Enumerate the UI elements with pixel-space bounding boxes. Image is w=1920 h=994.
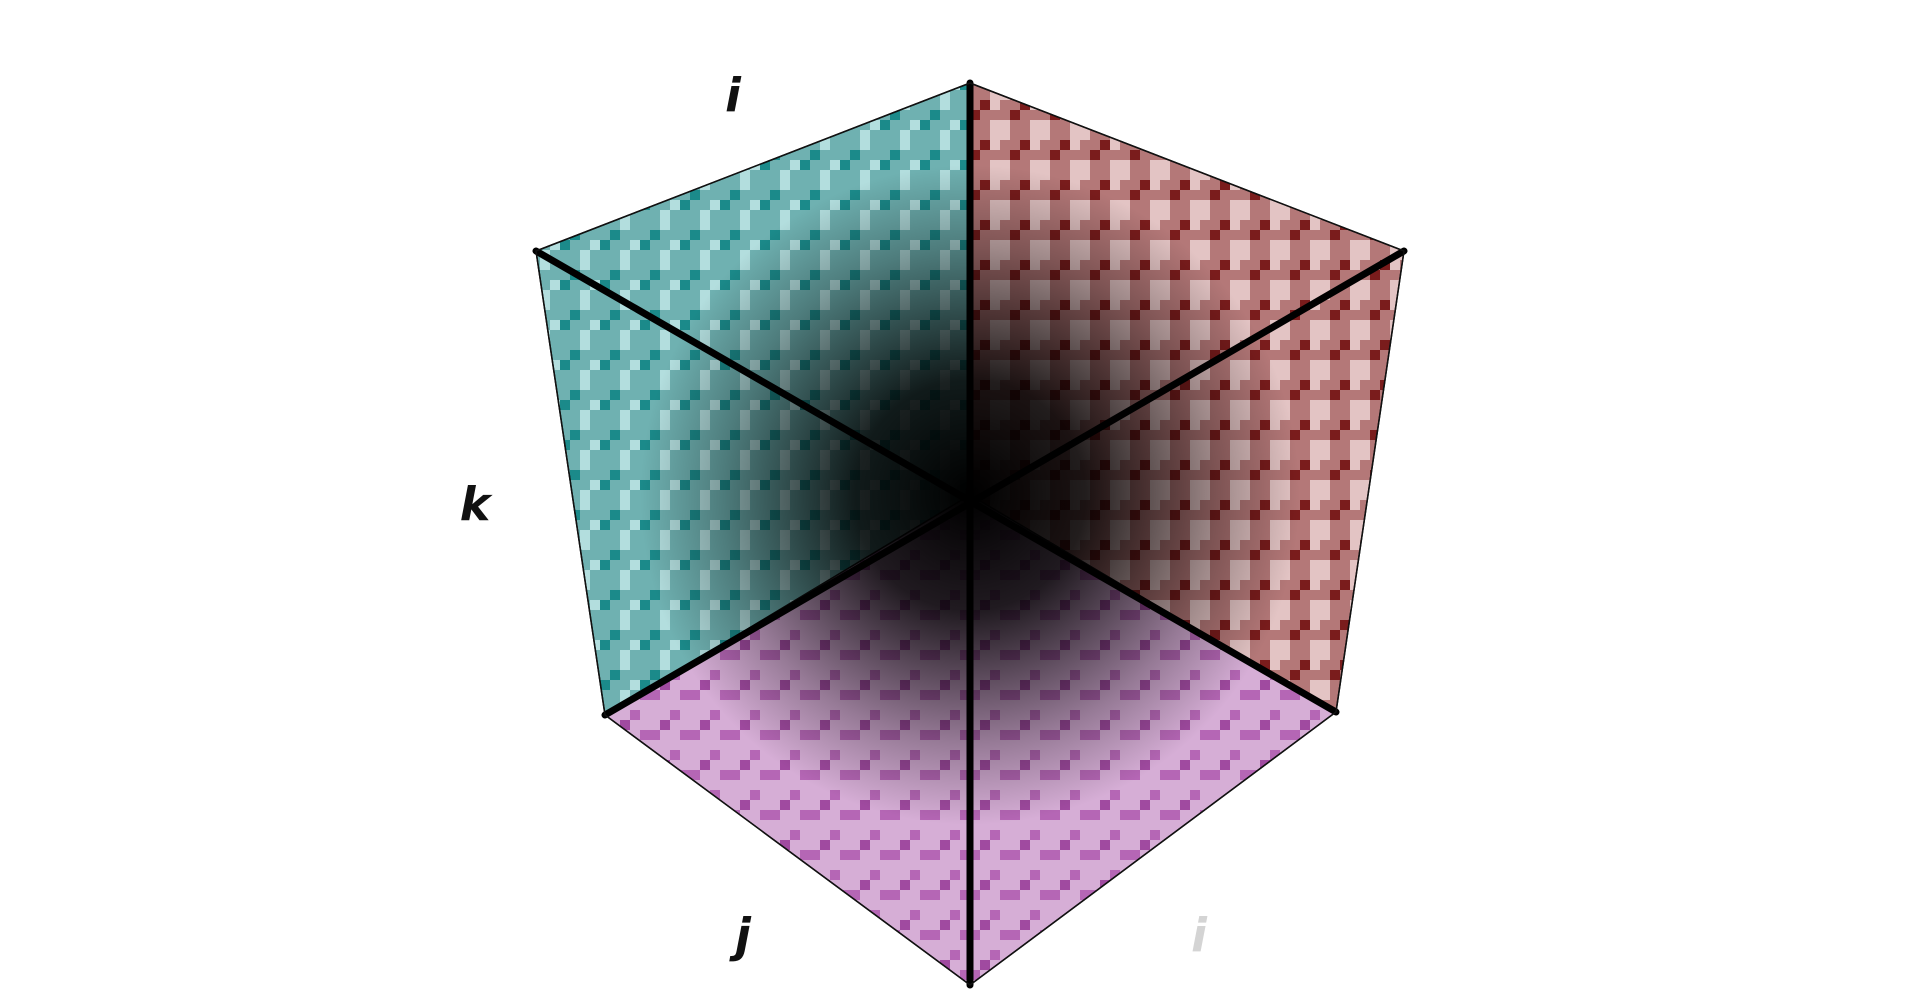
cube-outline — [535, 82, 1405, 986]
cube — [532, 79, 1408, 989]
axis-label: k — [460, 478, 493, 532]
axis-label: j — [729, 909, 752, 963]
diagonals — [532, 79, 1408, 989]
diagonal — [532, 247, 1340, 716]
axis-label: i — [725, 69, 742, 123]
axis-label: i — [1191, 909, 1208, 963]
diagonal — [601, 247, 1408, 719]
